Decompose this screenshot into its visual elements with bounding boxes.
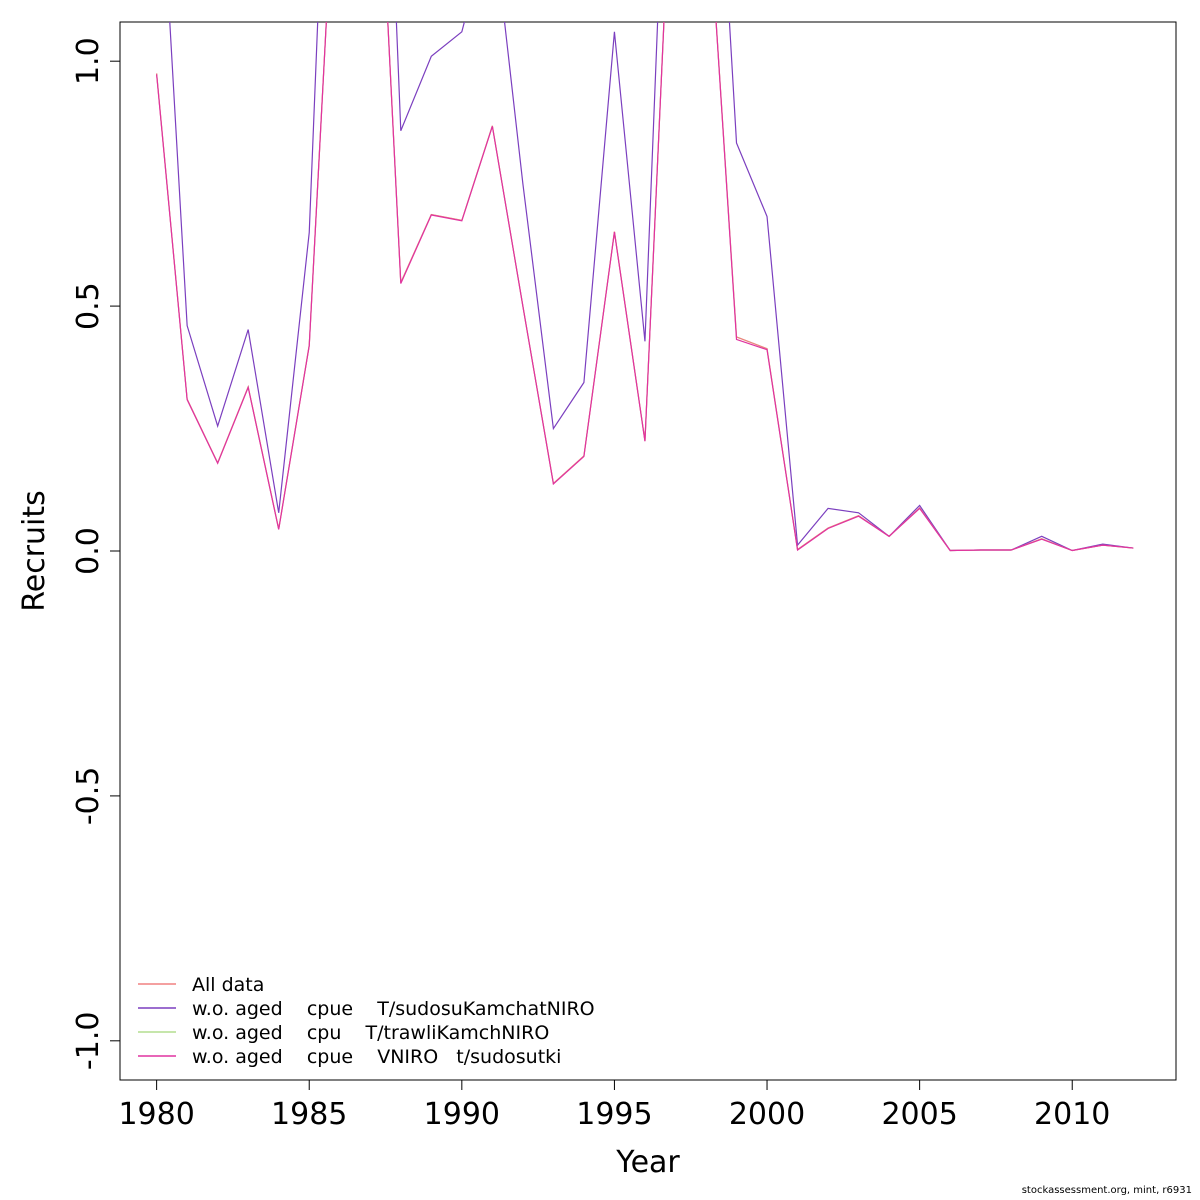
x-axis-label: Year	[615, 1145, 680, 1180]
series-line-0	[156, 22, 1134, 552]
x-tick-label: 1995	[576, 1097, 652, 1132]
x-tick-label: 1985	[271, 1097, 347, 1132]
legend-label: w.o. aged cpue T/sudosuKamchatNIRO	[192, 998, 595, 1020]
y-tick-label: 1.0	[71, 37, 106, 85]
series-line-3	[156, 22, 1134, 552]
legend-label: w.o. aged cpu T/trawliKamchNIRO	[192, 1022, 549, 1044]
x-tick-label: 2010	[1034, 1097, 1110, 1132]
y-axis-label: Recruits	[17, 490, 52, 612]
x-tick-label: 1980	[118, 1097, 194, 1132]
y-tick-label: -0.5	[71, 767, 106, 826]
plot-frame	[119, 21, 1177, 1081]
y-axis: -1.0 -0.5 0.0 0.5 1.0	[71, 37, 121, 1071]
x-tick-label: 2005	[881, 1097, 957, 1132]
x-axis: 1980 1985 1990 1995 2000 2005 2010	[118, 1079, 1110, 1132]
footer-credit: stockassessment.org, mint, r6931	[1021, 1185, 1192, 1196]
x-tick-label: 1990	[424, 1097, 500, 1132]
y-tick-label: 0.5	[71, 282, 106, 330]
y-tick-label: -1.0	[71, 1012, 106, 1071]
series-line-2	[156, 22, 1134, 552]
y-tick-label: 0.0	[71, 527, 106, 575]
legend-label: w.o. aged cpue VNIRO t/sudosutki	[192, 1046, 561, 1068]
legend-label: All data	[192, 974, 264, 996]
x-tick-label: 2000	[729, 1097, 805, 1132]
series-line-1	[169, 22, 1134, 552]
series-layer	[156, 22, 1134, 552]
